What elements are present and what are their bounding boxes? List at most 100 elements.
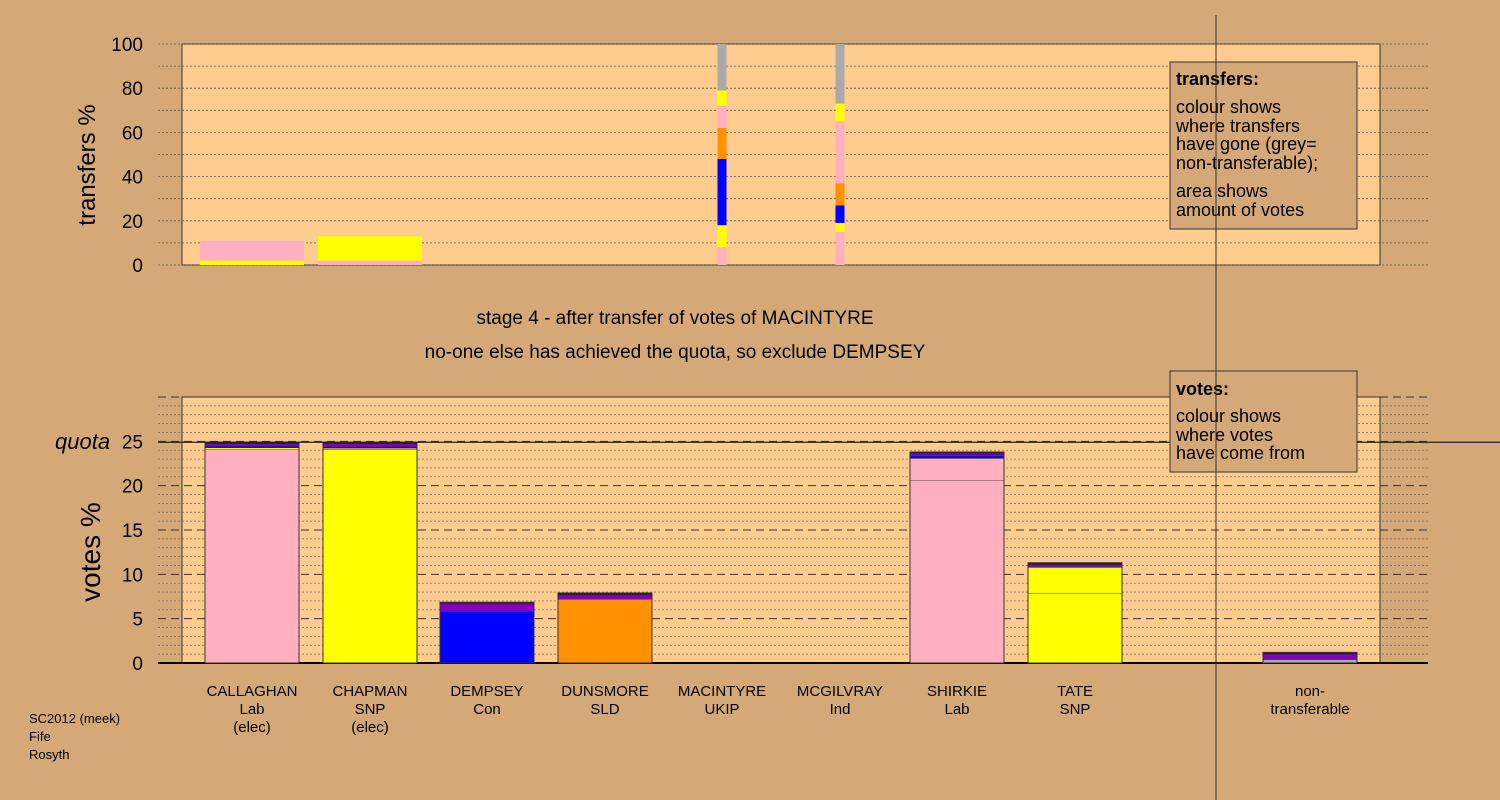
footer-ward: Rosyth xyxy=(29,747,70,762)
votes-bar-segment xyxy=(205,447,299,450)
candidate-status-label: (elec) xyxy=(233,719,271,736)
transfers-bar-segment xyxy=(835,44,845,104)
transfers-y-ticks: 0 20 40 60 80 100 xyxy=(111,35,143,277)
transfers-y-tick-label: 80 xyxy=(122,79,143,100)
votes-bar-segment xyxy=(558,592,652,595)
transfers-bar-segment xyxy=(717,225,727,248)
votes-bar-segment xyxy=(440,603,534,612)
candidate-name-label: DUNSMORE xyxy=(561,683,649,700)
votes-bar-outline xyxy=(557,592,653,664)
votes-bar-segment xyxy=(323,449,417,663)
votes-y-tick-label: 0 xyxy=(132,654,143,675)
transfers-y-tick-label: 40 xyxy=(122,168,143,189)
votes-bar-outline xyxy=(439,601,535,664)
candidate-party-label: Lab xyxy=(944,701,969,718)
transfers-legend-text: colour shows xyxy=(1176,97,1281,117)
transfers-bar-segment xyxy=(717,127,727,159)
votes-bar-outline xyxy=(1262,651,1358,664)
transfers-bar-segment xyxy=(318,236,422,261)
votes-bar-segment xyxy=(205,446,299,448)
transfers-bar-segment xyxy=(717,90,727,106)
footer-council: Fife xyxy=(29,729,51,744)
votes-y-tick-label: 10 xyxy=(122,565,143,586)
votes-y-tick-label: 5 xyxy=(132,610,143,631)
votes-bar-segment xyxy=(1028,567,1122,593)
transfers-bar-segment xyxy=(835,223,845,232)
candidate-name-label: DEMPSEY xyxy=(450,683,523,700)
candidate-status-label: (elec) xyxy=(351,719,389,736)
candidate-party-label: SNP xyxy=(1060,701,1091,718)
votes-bar-segment xyxy=(910,480,1004,663)
transfers-legend-text: have gone (grey= xyxy=(1176,134,1317,154)
votes-bar-segment xyxy=(440,602,534,604)
votes-bar-segment xyxy=(205,443,299,447)
transfers-y-axis-label: transfers % xyxy=(74,104,101,225)
votes-bar-outline xyxy=(1027,562,1123,664)
votes-bar-segment xyxy=(323,447,417,450)
votes-bar-segment xyxy=(1263,654,1357,660)
stage-subheading: no-one else has achieved the quota, so e… xyxy=(425,342,926,363)
transfers-bar-segment xyxy=(835,183,845,206)
votes-bar-segment xyxy=(1263,659,1357,663)
votes-bar-segment xyxy=(323,446,417,448)
candidate-name-label: CHAPMAN xyxy=(332,683,407,700)
votes-bar-segment xyxy=(205,449,299,663)
votes-bar-segment xyxy=(440,611,534,663)
votes-bar-segment xyxy=(323,442,417,444)
transfers-y-tick-label: 100 xyxy=(111,35,143,56)
transfers-legend-title: transfers: xyxy=(1176,69,1259,89)
transfers-y-tick-label: 20 xyxy=(122,212,143,233)
votes-bar-segment xyxy=(910,453,1004,456)
votes-bar-segment xyxy=(323,443,417,447)
stage-heading: stage 4 - after transfer of votes of MAC… xyxy=(476,308,873,329)
votes-bar-segment xyxy=(910,455,1004,459)
votes-y-ticks: 0 5 10 15 20 25 xyxy=(122,432,143,675)
votes-bar-segment xyxy=(910,458,1004,481)
candidate-party-label: SNP xyxy=(355,701,386,718)
transfers-bar-segment xyxy=(717,105,727,128)
transfers-bars xyxy=(200,44,845,265)
candidate-party-label: SLD xyxy=(590,701,619,718)
votes-legend-text: have come from xyxy=(1176,443,1305,463)
candidate-labels: CALLAGHANLab(elec)CHAPMANSNP(elec)DEMPSE… xyxy=(207,683,1350,736)
votes-bar-outline xyxy=(909,451,1005,664)
transfers-bar-segment xyxy=(717,44,727,91)
votes-bars xyxy=(204,441,1358,664)
transfers-bar-segment xyxy=(200,260,304,265)
transfers-bar-segment xyxy=(717,158,727,226)
votes-y-tick-label: 20 xyxy=(122,477,143,498)
transfers-y-tick-label: 60 xyxy=(122,123,143,144)
footer-election: SC2012 (meek) xyxy=(29,711,121,726)
candidate-party-label: UKIP xyxy=(704,701,739,718)
transfers-bar-segment xyxy=(835,231,845,265)
transfers-bar-segment xyxy=(835,205,845,224)
votes-legend: votes: colour shows where votes have com… xyxy=(1169,370,1358,473)
transfers-y-tick-label: 0 xyxy=(132,256,143,277)
votes-bar-segment xyxy=(558,599,652,663)
votes-bar-segment xyxy=(558,594,652,600)
votes-y-axis-label: votes % xyxy=(75,502,106,602)
transfers-bar-segment xyxy=(318,260,422,265)
votes-y-tick-label: 25 xyxy=(122,432,143,453)
votes-legend-text: colour shows xyxy=(1176,406,1281,426)
transfers-bar-segment xyxy=(835,103,845,122)
votes-bar-segment xyxy=(910,451,1004,454)
transfers-bar-segment xyxy=(835,121,845,184)
transfers-bar-segment xyxy=(200,240,304,261)
votes-legend-title: votes: xyxy=(1176,379,1229,399)
transfers-legend-text: non-transferable); xyxy=(1176,153,1318,173)
candidate-party-label: transferable xyxy=(1270,701,1349,718)
transfers-legend-text: amount of votes xyxy=(1176,200,1304,220)
candidate-party-label: Ind xyxy=(830,701,851,718)
votes-bar-segment xyxy=(1263,652,1357,655)
votes-y-tick-label: 15 xyxy=(122,521,143,542)
candidate-name-label: SHIRKIE xyxy=(927,683,987,700)
transfers-legend-text: area shows xyxy=(1176,181,1268,201)
transfers-legend-text: where transfers xyxy=(1175,116,1300,136)
candidate-name-label: CALLAGHAN xyxy=(207,683,298,700)
candidate-party-label: Con xyxy=(473,701,501,718)
votes-bar-segment xyxy=(205,442,299,444)
votes-bar-segment xyxy=(1028,562,1122,565)
